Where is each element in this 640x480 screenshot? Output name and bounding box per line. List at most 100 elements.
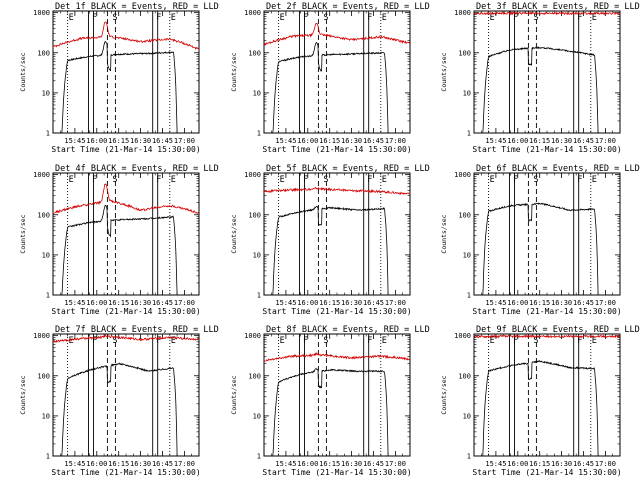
marker-label-s: S	[323, 13, 328, 23]
marker-label-f: F	[303, 336, 308, 346]
lld-series-line	[473, 334, 621, 339]
marker-label-e: E	[490, 13, 495, 23]
x-tick-label: 16:45	[573, 460, 594, 468]
panel-9: Det 9f BLACK = Events, RED = LLD 1 10 100 10…	[440, 325, 640, 477]
y-axis-label: Counts/sec	[230, 375, 238, 414]
y-tick-label: 1	[46, 292, 50, 300]
y-axis-label: Counts/sec	[440, 52, 448, 91]
panel-title: Det 4f BLACK = Events, RED = LLD	[55, 164, 219, 174]
marker-label-f: F	[303, 13, 308, 23]
y-tick-label: 1000	[454, 9, 471, 17]
x-tick-label: 17:00	[595, 299, 616, 307]
events-series-line	[272, 41, 389, 134]
x-tick-label: 16:00	[297, 460, 318, 468]
marker-label-f: F	[303, 175, 308, 185]
x-tick-label: 15:45	[485, 460, 506, 468]
x-tick-label: 15:45	[485, 299, 506, 307]
lld-series-line	[52, 21, 200, 50]
x-tick-label: 16:15	[529, 460, 550, 468]
x-tick-label: 16:15	[529, 299, 550, 307]
panel-7: Det 7f BLACK = Events, RED = LLD 1 10 100 10…	[19, 325, 219, 477]
y-tick-label: 1000	[244, 9, 261, 17]
x-tick-label: 16:15	[108, 460, 129, 468]
x-tick-label: 15:45	[64, 299, 85, 307]
plot-frame	[263, 10, 411, 134]
x-tick-label: 16:30	[551, 299, 572, 307]
events-series-line	[272, 205, 389, 296]
y-tick-label: 100	[248, 211, 261, 219]
x-tick-label: 17:00	[595, 460, 616, 468]
marker-label-e: E	[280, 13, 285, 23]
x-tick-label: 16:15	[108, 299, 129, 307]
marker-label-f: F	[156, 336, 161, 346]
x-tick-label: 16:15	[319, 460, 340, 468]
marker-label-f: F	[156, 175, 161, 185]
lld-series-line	[52, 333, 200, 344]
x-tick-label: 15:45	[275, 460, 296, 468]
y-tick-label: 1000	[454, 332, 471, 340]
events-series-line	[272, 368, 389, 457]
panel-title: Det 3f BLACK = Events, RED = LLD	[476, 2, 640, 12]
y-tick-label: 10	[253, 89, 261, 97]
x-tick-label: 16:15	[319, 299, 340, 307]
x-tick-label: 16:30	[341, 137, 362, 145]
panel-8: Det 8f BLACK = Events, RED = LLD 1 10 100 10…	[230, 325, 430, 477]
y-tick-label: 1000	[33, 9, 50, 17]
marker-label-s: S	[112, 13, 117, 23]
y-tick-label: 100	[458, 211, 471, 219]
y-tick-label: 1000	[33, 332, 50, 340]
panel-title: Det 6f BLACK = Events, RED = LLD	[476, 164, 640, 174]
marker-label-e: E	[382, 175, 387, 185]
lld-series-line	[263, 22, 411, 46]
y-tick-label: 100	[37, 211, 50, 219]
events-series-line	[61, 362, 178, 457]
y-tick-label: 1	[467, 130, 471, 138]
events-series-line	[61, 204, 178, 296]
marker-label-s: S	[323, 336, 328, 346]
x-tick-label: 16:45	[573, 137, 594, 145]
x-axis-label: Start Time (21-Mar-14 15:30:00)	[472, 307, 621, 316]
x-tick-label: 16:30	[130, 460, 151, 468]
x-tick-label: 16:30	[551, 460, 572, 468]
y-tick-label: 10	[463, 251, 471, 259]
y-tick-label: 100	[458, 49, 471, 57]
x-tick-label: 16:45	[363, 137, 384, 145]
y-tick-label: 10	[42, 89, 50, 97]
x-axis-label: Start Time (21-Mar-14 15:30:00)	[51, 307, 200, 316]
marker-label-e: E	[280, 336, 285, 346]
x-tick-label: 16:15	[319, 137, 340, 145]
marker-label-e: E	[171, 13, 176, 23]
x-tick-label: 17:00	[385, 460, 406, 468]
panel-title: Det 2f BLACK = Events, RED = LLD	[266, 2, 430, 12]
lld-series-line	[263, 186, 411, 196]
y-tick-label: 10	[42, 251, 50, 259]
marker-label-e: E	[592, 13, 597, 23]
marker-label-s: S	[533, 175, 538, 185]
x-tick-label: 15:45	[485, 137, 506, 145]
panel-title: Det 5f BLACK = Events, RED = LLD	[266, 164, 430, 174]
marker-label-f: F	[92, 336, 97, 346]
marker-label-f: F	[156, 13, 161, 23]
x-tick-label: 16:00	[507, 460, 528, 468]
marker-label-e: E	[592, 175, 597, 185]
marker-label-e: E	[171, 336, 176, 346]
panel-title: Det 1f BLACK = Events, RED = LLD	[55, 2, 219, 12]
y-axis-label: Counts/sec	[19, 214, 27, 253]
marker-label-s: S	[112, 336, 117, 346]
marker-label-f: F	[92, 175, 97, 185]
x-tick-label: 16:30	[341, 299, 362, 307]
x-tick-label: 16:00	[507, 137, 528, 145]
marker-label-e: E	[171, 175, 176, 185]
x-tick-label: 17:00	[385, 299, 406, 307]
y-axis-label: Counts/sec	[440, 214, 448, 253]
y-axis-label: Counts/sec	[19, 52, 27, 91]
y-axis-label: Counts/sec	[230, 52, 238, 91]
x-tick-label: 16:45	[152, 460, 173, 468]
y-axis-label: Counts/sec	[440, 375, 448, 414]
x-axis-label: Start Time (21-Mar-14 15:30:00)	[472, 145, 621, 154]
x-tick-label: 16:30	[130, 299, 151, 307]
marker-label-e: E	[382, 336, 387, 346]
marker-label-e: E	[69, 175, 74, 185]
y-tick-label: 100	[37, 372, 50, 380]
